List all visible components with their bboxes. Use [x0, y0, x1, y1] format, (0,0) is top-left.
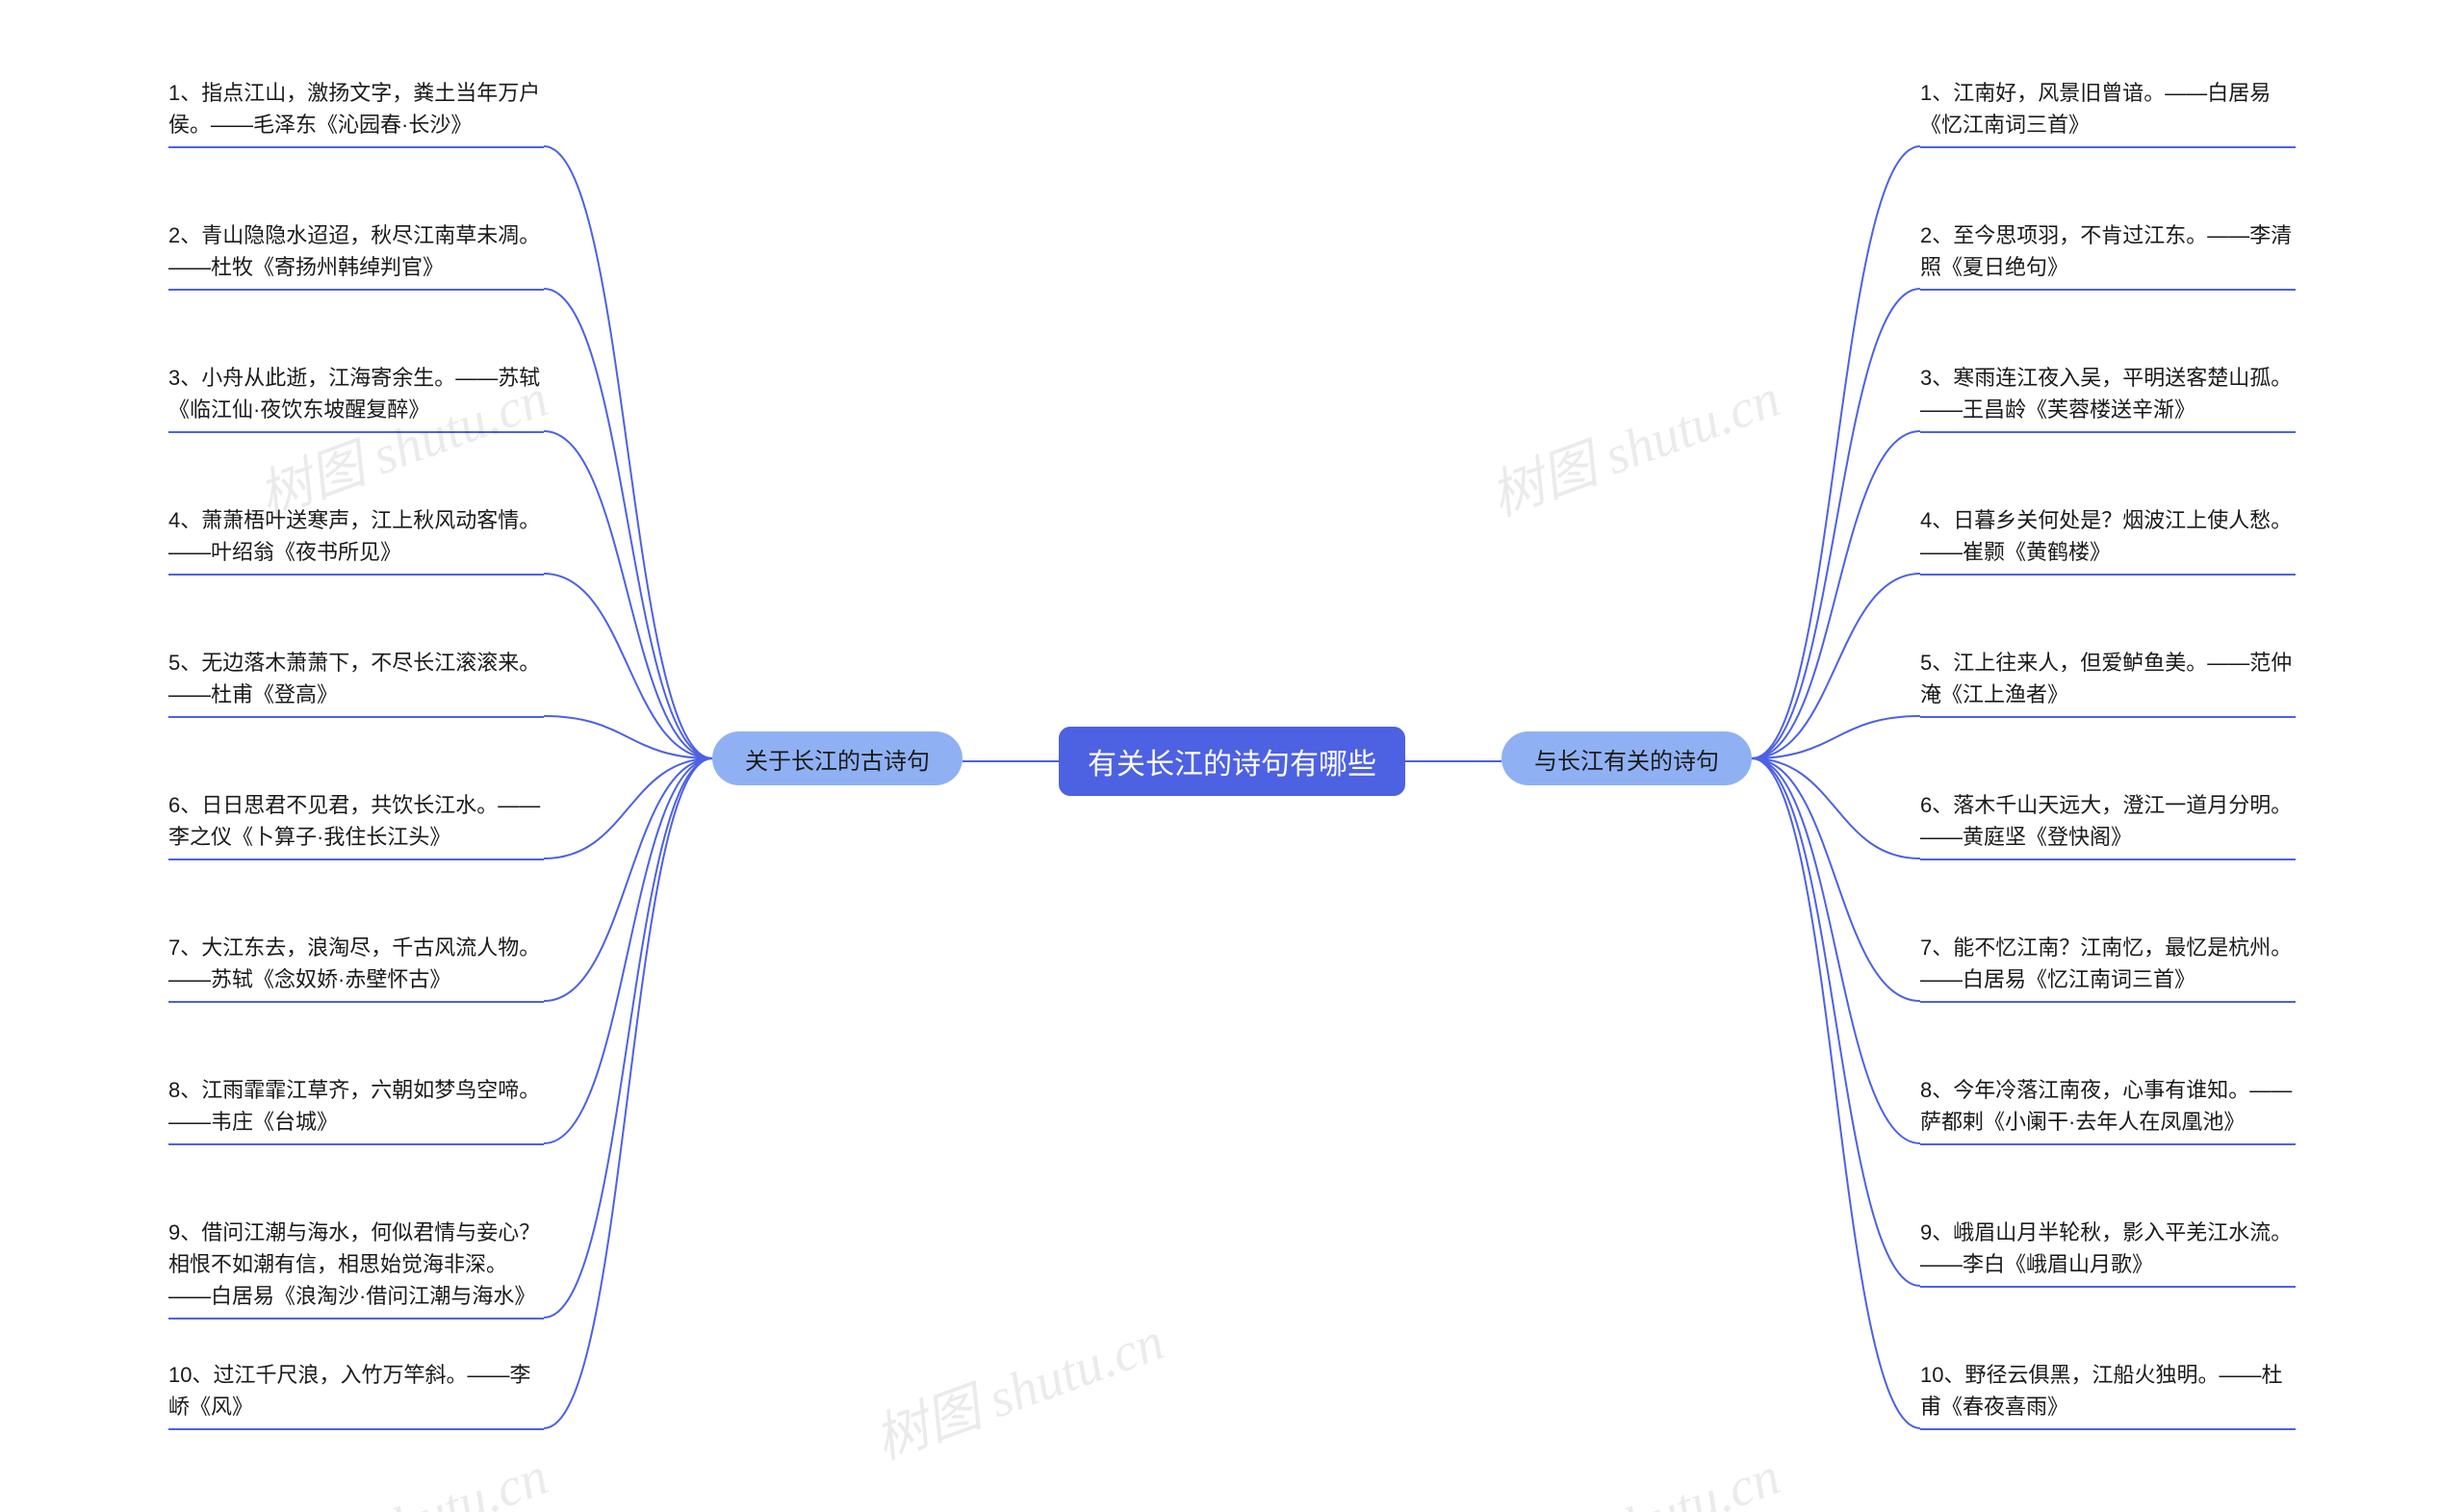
leaf-right-item: 3、寒雨连江夜入吴，平明送客楚山孤。——王昌龄《芙蓉楼送辛渐》	[1920, 362, 2296, 433]
leaf-right-item: 9、峨眉山月半轮秋，影入平羌江水流。——李白《峨眉山月歌》	[1920, 1217, 2296, 1288]
branch-right: 与长江有关的诗句	[1502, 731, 1752, 785]
leaf-left-item: 10、过江千尺浪，入竹万竿斜。——李峤《风》	[168, 1359, 544, 1430]
connector-line	[1752, 758, 1920, 1286]
connector-line	[1752, 758, 1920, 1143]
watermark-text: 树图 shutu.cn	[1478, 355, 1789, 532]
leaf-right-item: 7、能不忆江南？江南忆，最忆是杭州。——白居易《忆江南词三首》	[1920, 932, 2296, 1003]
leaf-right-item: 4、日暮乡关何处是？烟波江上使人愁。——崔颢《黄鹤楼》	[1920, 504, 2296, 576]
leaf-right-item: 2、至今思项羽，不肯过江东。——李清照《夏日绝句》	[1920, 219, 2296, 291]
leaf-left-item: 3、小舟从此逝，江海寄余生。——苏轼《临江仙·夜饮东坡醒复醉》	[168, 362, 544, 433]
watermark-text: 树图 shutu.cn	[246, 1433, 557, 1512]
branch-left: 关于长江的古诗句	[712, 731, 962, 785]
leaf-left-item: 8、江雨霏霏江草齐，六朝如梦鸟空啼。——韦庄《台城》	[168, 1074, 544, 1145]
branch-right-label: 与长江有关的诗句	[1534, 742, 1719, 776]
leaf-left-item: 4、萧萧梧叶送寒声，江上秋风动客情。——叶绍翁《夜书所见》	[168, 504, 544, 576]
connector-line	[544, 758, 712, 1143]
connector-line	[1752, 758, 1920, 1428]
leaf-right-item: 10、野径云俱黑，江船火独明。——杜甫《春夜喜雨》	[1920, 1359, 2296, 1430]
connector-line	[544, 146, 712, 758]
leaf-left-item: 6、日日思君不见君，共饮长江水。——李之仪《卜算子·我住长江头》	[168, 789, 544, 860]
connector-line	[1752, 758, 1920, 1001]
connector-line	[544, 716, 712, 758]
leaf-left-item: 7、大江东去，浪淘尽，千古风流人物。——苏轼《念奴娇·赤壁怀古》	[168, 932, 544, 1003]
connector-line	[544, 431, 712, 758]
center-label: 有关长江的诗句有哪些	[1088, 740, 1376, 782]
leaf-left-item: 9、借问江潮与海水，何似君情与妾心？相恨不如潮有信，相思始觉海非深。——白居易《…	[168, 1217, 544, 1320]
connector-line	[1752, 146, 1920, 758]
watermark-text: 树图 shutu.cn	[1478, 1433, 1789, 1512]
connector-line	[544, 758, 712, 859]
leaf-right-item: 6、落木千山天远大，澄江一道月分明。——黄庭坚《登快阁》	[1920, 789, 2296, 860]
connector-line	[544, 758, 712, 1428]
leaf-right-item: 1、江南好，风景旧曾谙。——白居易《忆江南词三首》	[1920, 77, 2296, 148]
leaf-left-item: 5、无边落木萧萧下，不尽长江滚滚来。——杜甫《登高》	[168, 647, 544, 718]
connector-line	[544, 758, 712, 1001]
connector-line	[544, 289, 712, 758]
watermark-text: 树图 shutu.cn	[862, 1298, 1173, 1475]
connector-line	[1752, 758, 1920, 859]
connector-line	[1752, 431, 1920, 758]
center-node: 有关长江的诗句有哪些	[1059, 727, 1405, 796]
connector-line	[1752, 574, 1920, 758]
branch-left-label: 关于长江的古诗句	[745, 742, 930, 776]
connector-line	[544, 574, 712, 758]
mindmap-canvas: 有关长江的诗句有哪些 关于长江的古诗句 与长江有关的诗句 1、指点江山，激扬文字…	[0, 0, 2464, 1512]
leaf-left-item: 2、青山隐隐水迢迢，秋尽江南草未凋。——杜牧《寄扬州韩绰判官》	[168, 219, 544, 291]
leaf-right-item: 8、今年冷落江南夜，心事有谁知。——萨都剌《小阑干·去年人在凤凰池》	[1920, 1074, 2296, 1145]
connector-line	[1752, 716, 1920, 758]
connector-line	[1752, 289, 1920, 758]
leaf-right-item: 5、江上往来人，但爱鲈鱼美。——范仲淹《江上渔者》	[1920, 647, 2296, 718]
leaf-left-item: 1、指点江山，激扬文字，粪土当年万户侯。——毛泽东《沁园春·长沙》	[168, 77, 544, 148]
connector-line	[544, 758, 712, 1318]
